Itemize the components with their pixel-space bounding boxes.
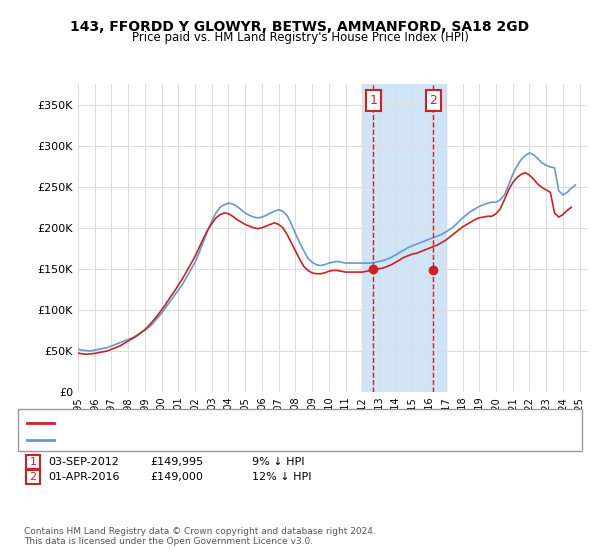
Text: 12% ↓ HPI: 12% ↓ HPI [252,472,311,482]
Bar [362,84,446,392]
Text: 1: 1 [370,94,377,107]
Text: 2: 2 [430,94,437,107]
Text: Contains HM Land Registry data © Crown copyright and database right 2024.
This d: Contains HM Land Registry data © Crown c… [24,526,376,546]
Text: 9% ↓ HPI: 9% ↓ HPI [252,457,305,467]
Text: Price paid vs. HM Land Registry's House Price Index (HPI): Price paid vs. HM Land Registry's House … [131,31,469,44]
Text: 143, FFORDD Y GLOWYR, BETWS, AMMANFORD, SA18 2GD (detached house): 143, FFORDD Y GLOWYR, BETWS, AMMANFORD, … [60,418,461,428]
Text: £149,995: £149,995 [150,457,203,467]
Text: 143, FFORDD Y GLOWYR, BETWS, AMMANFORD, SA18 2GD: 143, FFORDD Y GLOWYR, BETWS, AMMANFORD, … [70,20,530,34]
Text: HPI: Average price, detached house, Carmarthenshire: HPI: Average price, detached house, Carm… [60,435,341,445]
Text: 1: 1 [29,457,37,467]
Text: 03-SEP-2012: 03-SEP-2012 [48,457,119,467]
Text: 2: 2 [29,472,37,482]
Text: £149,000: £149,000 [150,472,203,482]
Text: 01-APR-2016: 01-APR-2016 [48,472,119,482]
